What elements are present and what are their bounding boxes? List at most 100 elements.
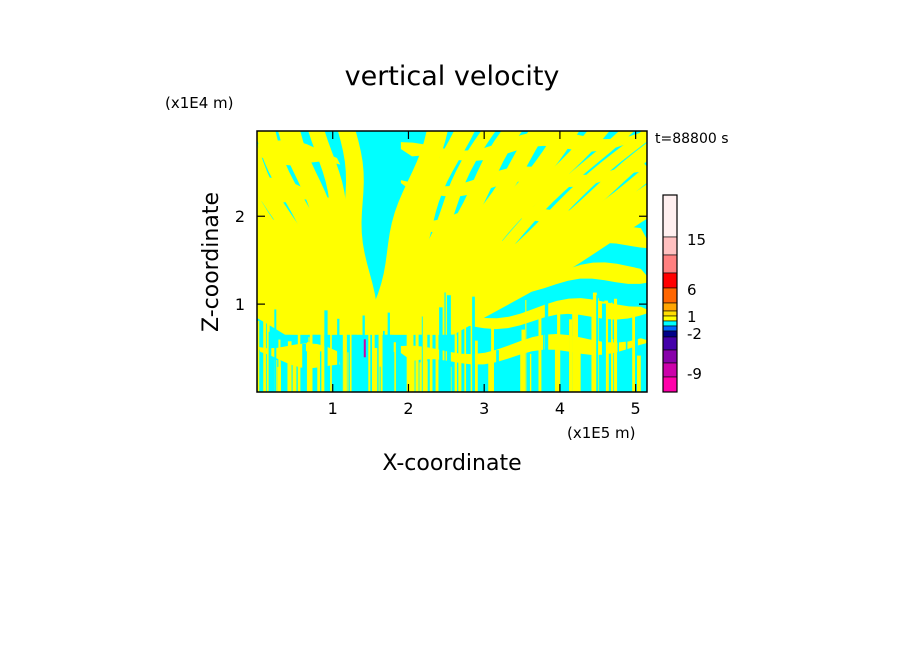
colorbar-level bbox=[662, 325, 678, 332]
velocity-streak bbox=[387, 312, 390, 392]
velocity-streak bbox=[429, 301, 433, 392]
velocity-streak bbox=[415, 307, 419, 392]
velocity-streak bbox=[368, 313, 371, 392]
velocity-streak bbox=[591, 305, 594, 392]
positive-velocity-band bbox=[359, 131, 448, 335]
velocity-streak bbox=[596, 295, 599, 392]
velocity-streak bbox=[386, 355, 389, 392]
velocity-streak bbox=[257, 320, 260, 392]
velocity-streak bbox=[454, 310, 457, 392]
colorbar-level bbox=[662, 302, 678, 312]
positive-velocity-layer bbox=[400, 226, 647, 268]
velocity-streak bbox=[617, 328, 619, 392]
velocity-streak bbox=[422, 302, 427, 392]
velocity-streak bbox=[543, 322, 545, 392]
positive-velocity-layer bbox=[400, 190, 647, 233]
colorbar-level bbox=[662, 236, 678, 256]
velocity-streak bbox=[544, 295, 549, 392]
velocity-streak bbox=[277, 366, 281, 392]
velocity-streak bbox=[634, 324, 638, 392]
positive-velocity-layer bbox=[400, 159, 647, 197]
colorbar-level bbox=[662, 287, 678, 304]
velocity-streak bbox=[306, 342, 311, 392]
velocity-streak bbox=[364, 366, 367, 392]
x-tick-label: 1 bbox=[328, 399, 338, 418]
velocity-streak bbox=[458, 329, 462, 392]
velocity-streak bbox=[496, 350, 499, 392]
velocity-streak bbox=[304, 351, 308, 392]
velocity-streak bbox=[520, 348, 523, 392]
colorbar-level bbox=[662, 254, 678, 274]
positive-velocity-band bbox=[337, 131, 378, 335]
x-tick-label: 2 bbox=[403, 399, 413, 418]
colorbar-tick-label: -9 bbox=[687, 365, 702, 383]
positive-velocity-band bbox=[257, 269, 326, 335]
x-tick-label: 5 bbox=[631, 399, 641, 418]
x-tick-label: 4 bbox=[555, 399, 565, 418]
velocity-streak bbox=[601, 303, 606, 392]
velocity-streak bbox=[391, 351, 395, 392]
velocity-streak bbox=[268, 331, 272, 392]
x-tick-label: 3 bbox=[479, 399, 489, 418]
velocity-streak bbox=[614, 298, 618, 392]
velocity-streak bbox=[319, 351, 322, 392]
negative-velocity-spot bbox=[363, 339, 366, 358]
positive-velocity-band bbox=[363, 131, 475, 335]
velocity-streak bbox=[378, 293, 383, 392]
velocity-streak bbox=[604, 300, 609, 392]
velocity-streak bbox=[302, 343, 306, 392]
velocity-streak bbox=[324, 310, 328, 392]
colorbar-frame bbox=[662, 194, 678, 393]
velocity-streak bbox=[406, 329, 409, 392]
velocity-streak bbox=[317, 357, 322, 392]
colorbar bbox=[662, 194, 678, 393]
velocity-streak bbox=[412, 349, 415, 392]
velocity-streak bbox=[347, 352, 349, 392]
velocity-streak bbox=[287, 341, 292, 392]
colorbar-tick-label: 6 bbox=[687, 281, 697, 299]
velocity-streak bbox=[337, 318, 340, 392]
x-unit-label: (x1E5 m) bbox=[567, 424, 636, 442]
velocity-streak bbox=[577, 341, 581, 392]
x-axis-label: X-coordinate bbox=[382, 451, 521, 476]
velocity-streak bbox=[616, 365, 621, 392]
colorbar-level bbox=[662, 362, 678, 378]
velocity-streak bbox=[379, 366, 381, 392]
velocity-streak bbox=[304, 362, 306, 392]
velocity-streak bbox=[572, 312, 575, 392]
positive-velocity-layer bbox=[400, 298, 647, 332]
velocity-streak bbox=[521, 329, 526, 392]
colorbar-level bbox=[662, 330, 678, 338]
velocity-streak bbox=[263, 306, 266, 392]
velocity-streak bbox=[393, 342, 396, 392]
velocity-streak bbox=[611, 307, 613, 392]
colorbar-tick-label: 15 bbox=[687, 231, 706, 249]
colorbar-level bbox=[662, 320, 678, 327]
velocity-streak bbox=[488, 356, 493, 392]
velocity-streak bbox=[425, 326, 428, 392]
velocity-streak bbox=[372, 296, 375, 392]
velocity-streak bbox=[525, 300, 527, 392]
velocity-streak bbox=[407, 326, 411, 392]
colorbar-tick-label: 1 bbox=[687, 308, 697, 326]
velocity-streak bbox=[574, 351, 577, 392]
velocity-streak bbox=[637, 355, 641, 392]
heatmap-field bbox=[257, 131, 647, 392]
velocity-streak bbox=[554, 334, 559, 392]
velocity-streak bbox=[309, 329, 313, 392]
positive-velocity-layer bbox=[257, 215, 341, 254]
velocity-streak bbox=[320, 303, 324, 392]
velocity-streak bbox=[444, 292, 446, 392]
colorbar-level bbox=[662, 272, 678, 289]
velocity-streak bbox=[625, 352, 628, 392]
velocity-streak bbox=[266, 309, 270, 392]
positive-velocity-band bbox=[430, 195, 647, 335]
chart-title: vertical velocity bbox=[345, 61, 560, 92]
positive-velocity-band bbox=[257, 309, 299, 335]
positive-velocity-band bbox=[427, 184, 647, 335]
velocity-streak bbox=[342, 319, 345, 392]
colorbar-level bbox=[662, 336, 678, 351]
positive-velocity-band bbox=[374, 131, 496, 335]
velocity-streak bbox=[274, 309, 277, 392]
velocity-streak bbox=[439, 307, 443, 392]
